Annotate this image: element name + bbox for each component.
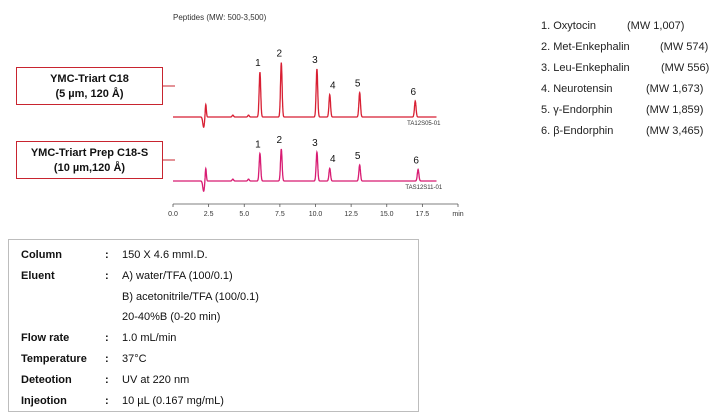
column-label-box-prep-c18s: YMC-Triart Prep C18-S (10 µm,120 Å) — [16, 141, 163, 179]
peak-label: 2 — [277, 49, 283, 60]
legend-item: 4. Neurotensin (MW 1,673) — [541, 83, 721, 104]
condition-value: UV at 220 nm — [122, 373, 190, 386]
conditions-table: Column: 150 X 4.6 mmI.D. Eluent: A) water/T… — [8, 239, 419, 412]
condition-row: 20-40%B (0-20 min) — [9, 311, 418, 332]
condition-row: Temperature: 37°C — [9, 353, 418, 374]
condition-colon: : — [105, 353, 109, 365]
condition-row: Flow rate:1.0 mL/min — [9, 332, 418, 353]
legend-peak-name: 6. β-Endorphin — [541, 125, 614, 137]
column-spec: (5 µm, 120 Å) — [55, 88, 124, 100]
condition-row: Injeotion:10 µL (0.167 mg/mL) — [9, 395, 418, 416]
condition-value: 10 µL (0.167 mg/mL) — [122, 394, 224, 407]
condition-colon: : — [105, 269, 109, 282]
chromatogram-chart: 1 2 3 4 5 6 1 2 3 4 5 6 TA12S05-01 TAS12S11-01 0.0 2… — [163, 49, 464, 218]
x-tick-label: 7.5 — [275, 211, 285, 218]
condition-colon: : — [105, 249, 109, 261]
chromatogram-trace-c18 — [173, 62, 437, 128]
legend-item: 3. Leu-Enkephalin (MW 556) — [541, 62, 721, 83]
x-tick-label: 5.0 — [239, 211, 249, 218]
peak-label: 4 — [330, 154, 336, 165]
condition-label: Temperature — [21, 353, 87, 365]
column-name: YMC-Triart C18 — [50, 73, 129, 85]
condition-value: 1.0 mL/min — [122, 332, 177, 345]
condition-value: A) water/TFA (100/0.1) — [122, 269, 233, 282]
condition-label: Injeotion — [21, 394, 67, 407]
x-tick-label: min — [452, 211, 463, 218]
chart-title: Peptides (MW: 500-3,500) — [173, 13, 267, 22]
column-name: YMC-Triart Prep C18-S — [30, 147, 149, 159]
legend-molecular-weight: (MW 1,007) — [627, 20, 685, 32]
condition-label: Deteotion — [21, 373, 72, 386]
legend-item: 1. Oxytocin (MW 1,007) — [541, 20, 721, 41]
condition-colon: : — [105, 394, 109, 407]
peak-label: 5 — [355, 79, 361, 90]
condition-row: Deteotion: UV at 220 nm — [9, 374, 418, 395]
legend-molecular-weight: (MW 1,673) — [646, 83, 704, 95]
condition-row: Eluent: A) water/TFA (100/0.1) — [9, 270, 418, 291]
legend-item: 2. Met-Enkephalin (MW 574) — [541, 41, 721, 62]
condition-label: Eluent — [21, 269, 55, 282]
peak-label: 1 — [255, 58, 261, 69]
condition-value: 150 X 4.6 mmI.D. — [122, 249, 208, 261]
peak-label: 3 — [312, 138, 318, 149]
condition-label: Column — [21, 249, 62, 261]
trace-code-prep-c18s: TAS12S11-01 — [405, 185, 442, 191]
condition-colon: : — [105, 332, 109, 345]
trace-code-c18: TA12S05-01 — [407, 121, 441, 127]
peak-label: 5 — [355, 151, 361, 162]
chromatogram-trace-prep-c18s — [173, 148, 437, 192]
legend-molecular-weight: (MW 1,859) — [646, 104, 704, 116]
peak-label: 2 — [277, 135, 283, 146]
legend-peak-name: 5. γ-Endorphin — [541, 104, 613, 116]
condition-value: 37°C — [122, 353, 147, 365]
legend-peak-name: 3. Leu-Enkephalin — [541, 62, 630, 74]
condition-colon: : — [105, 373, 109, 386]
column-spec: (10 µm,120 Å) — [53, 162, 126, 174]
condition-row: Column: 150 X 4.6 mmI.D. — [9, 249, 418, 270]
legend-molecular-weight: (MW 3,465) — [646, 125, 704, 137]
x-tick-label: 12.5 — [344, 211, 358, 218]
x-tick-label: 17.5 — [416, 211, 430, 218]
peak-label: 6 — [413, 155, 419, 166]
condition-value: B) acetonitrile/TFA (100/0.1) — [122, 290, 259, 303]
legend-molecular-weight: (MW 574) — [660, 41, 709, 53]
x-tick-label: 15.0 — [380, 211, 394, 218]
legend-peak-name: 2. Met-Enkephalin — [541, 41, 630, 53]
condition-label: Flow rate — [21, 332, 70, 345]
peak-label: 4 — [330, 81, 336, 92]
legend-item: 5. γ-Endorphin (MW 1,859) — [541, 104, 721, 125]
legend-molecular-weight: (MW 556) — [661, 62, 710, 74]
condition-value: 20-40%B (0-20 min) — [122, 311, 221, 324]
legend-peak-name: 4. Neurotensin — [541, 83, 613, 95]
peak-label: 3 — [312, 55, 318, 66]
peak-label: 1 — [255, 139, 261, 150]
condition-row: B) acetonitrile/TFA (100/0.1) — [9, 291, 418, 312]
column-label-box-c18: YMC-Triart C18 (5 µm, 120 Å) — [16, 67, 163, 105]
legend-item: 6. β-Endorphin (MW 3,465) — [541, 125, 721, 146]
legend-peak-name: 1. Oxytocin — [541, 20, 597, 32]
peak-legend: 1. Oxytocin (MW 1,007) 2. Met-Enkephalin (M… — [541, 20, 721, 146]
peak-label: 6 — [410, 87, 416, 98]
x-tick-label: 2.5 — [204, 211, 214, 218]
x-tick-label: 10.0 — [309, 211, 323, 218]
x-tick-label: 0.0 — [168, 211, 178, 218]
